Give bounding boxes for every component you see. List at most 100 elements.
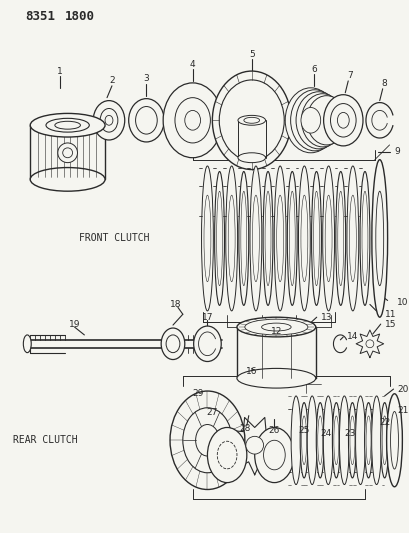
Ellipse shape <box>332 402 339 478</box>
Text: 17: 17 <box>201 313 213 322</box>
Text: 4: 4 <box>189 60 195 69</box>
Ellipse shape <box>322 166 334 311</box>
Text: 27: 27 <box>206 408 218 417</box>
Ellipse shape <box>170 391 244 489</box>
Ellipse shape <box>238 172 248 305</box>
Ellipse shape <box>100 109 117 132</box>
Ellipse shape <box>324 195 331 282</box>
Text: REAR CLUTCH: REAR CLUTCH <box>13 435 77 445</box>
Ellipse shape <box>335 172 345 305</box>
Text: 6: 6 <box>310 64 316 74</box>
Ellipse shape <box>236 368 315 388</box>
Ellipse shape <box>254 427 293 482</box>
Ellipse shape <box>105 115 112 125</box>
Ellipse shape <box>237 115 265 125</box>
Text: 14: 14 <box>346 333 358 342</box>
Ellipse shape <box>182 408 231 473</box>
Ellipse shape <box>201 166 213 311</box>
Ellipse shape <box>300 108 320 133</box>
Ellipse shape <box>261 323 290 331</box>
Ellipse shape <box>361 191 367 286</box>
Ellipse shape <box>375 191 383 286</box>
Ellipse shape <box>207 427 246 482</box>
Text: 19: 19 <box>69 320 80 328</box>
Ellipse shape <box>359 172 369 305</box>
Ellipse shape <box>225 166 237 311</box>
Ellipse shape <box>240 191 246 286</box>
Text: 5: 5 <box>248 50 254 59</box>
Ellipse shape <box>217 441 236 469</box>
Ellipse shape <box>30 114 105 137</box>
Text: 26: 26 <box>268 426 279 435</box>
Ellipse shape <box>285 88 336 153</box>
Ellipse shape <box>298 166 310 311</box>
Text: FRONT CLUTCH: FRONT CLUTCH <box>79 233 150 244</box>
Ellipse shape <box>371 396 381 484</box>
Ellipse shape <box>163 83 222 158</box>
Ellipse shape <box>300 195 307 282</box>
Ellipse shape <box>161 328 184 360</box>
Ellipse shape <box>243 117 259 123</box>
Ellipse shape <box>365 340 373 348</box>
Ellipse shape <box>214 172 224 305</box>
Ellipse shape <box>58 143 77 163</box>
Ellipse shape <box>317 416 322 465</box>
Ellipse shape <box>386 394 401 487</box>
Text: 29: 29 <box>191 389 203 398</box>
Text: 2: 2 <box>109 76 115 85</box>
Text: 13: 13 <box>320 313 331 322</box>
Ellipse shape <box>306 396 316 484</box>
Ellipse shape <box>348 402 355 478</box>
Ellipse shape <box>184 110 200 130</box>
Ellipse shape <box>311 172 321 305</box>
Ellipse shape <box>381 416 386 465</box>
Ellipse shape <box>204 195 210 282</box>
Text: 7: 7 <box>346 71 352 80</box>
Ellipse shape <box>30 167 105 191</box>
Ellipse shape <box>306 96 346 145</box>
Ellipse shape <box>371 160 387 317</box>
Ellipse shape <box>216 191 222 286</box>
Ellipse shape <box>348 195 355 282</box>
Ellipse shape <box>252 195 259 282</box>
Ellipse shape <box>219 80 283 160</box>
Text: 8: 8 <box>381 79 387 88</box>
Text: 20: 20 <box>396 385 408 393</box>
Ellipse shape <box>274 166 285 311</box>
Ellipse shape <box>236 317 315 337</box>
Ellipse shape <box>128 99 164 142</box>
Ellipse shape <box>380 402 388 478</box>
Ellipse shape <box>63 148 72 158</box>
Ellipse shape <box>287 172 297 305</box>
Ellipse shape <box>290 396 300 484</box>
Ellipse shape <box>355 396 364 484</box>
Text: 21: 21 <box>396 406 408 415</box>
Text: 24: 24 <box>319 429 330 438</box>
Ellipse shape <box>263 172 272 305</box>
Ellipse shape <box>23 335 31 353</box>
Ellipse shape <box>276 195 283 282</box>
Ellipse shape <box>364 402 371 478</box>
Text: 28: 28 <box>238 424 250 433</box>
Text: 15: 15 <box>384 320 395 328</box>
Ellipse shape <box>212 71 290 169</box>
Ellipse shape <box>55 122 80 129</box>
Ellipse shape <box>289 191 294 286</box>
Ellipse shape <box>193 326 221 361</box>
Text: 3: 3 <box>143 75 149 84</box>
Ellipse shape <box>315 402 324 478</box>
Ellipse shape <box>330 103 355 137</box>
Ellipse shape <box>228 195 234 282</box>
Ellipse shape <box>390 411 398 469</box>
Ellipse shape <box>337 191 343 286</box>
Ellipse shape <box>301 94 343 147</box>
Ellipse shape <box>249 166 261 311</box>
Ellipse shape <box>135 107 157 134</box>
Ellipse shape <box>175 98 210 143</box>
Ellipse shape <box>323 95 362 146</box>
Ellipse shape <box>295 92 341 149</box>
Text: 1800: 1800 <box>65 11 94 23</box>
Text: 11: 11 <box>384 310 395 319</box>
Text: 23: 23 <box>344 429 355 438</box>
Ellipse shape <box>323 396 333 484</box>
